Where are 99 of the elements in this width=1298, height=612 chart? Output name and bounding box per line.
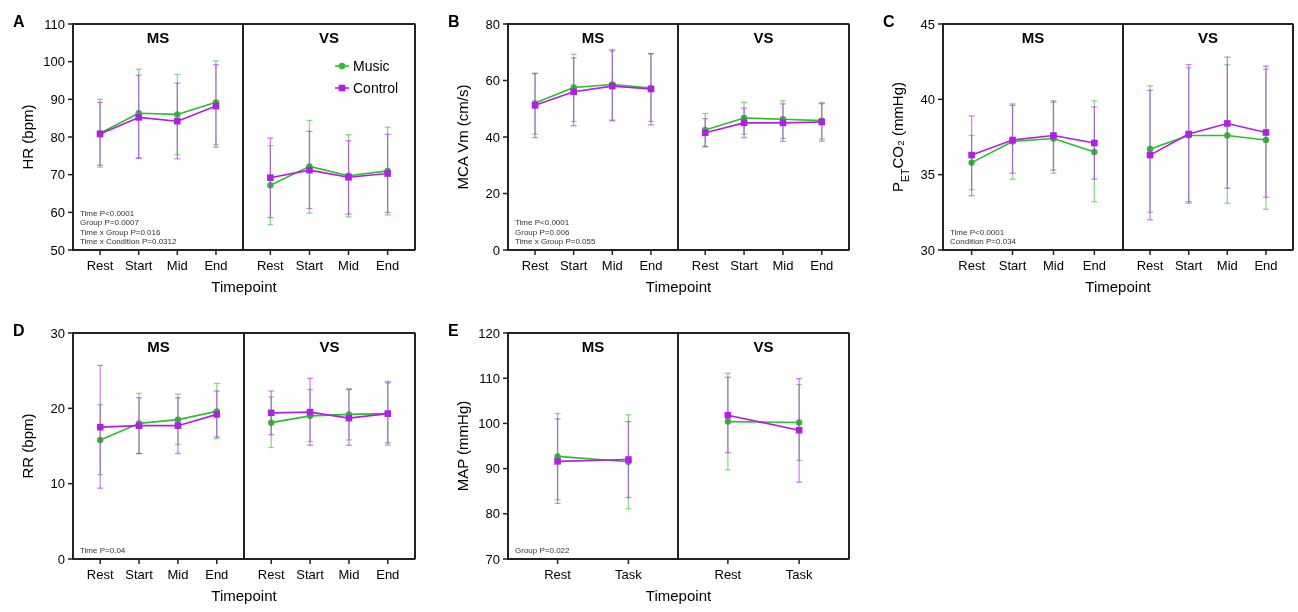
legend-label: Music xyxy=(353,57,390,74)
x-tick-label: Mid xyxy=(338,567,360,582)
x-tick-label: End xyxy=(810,258,834,273)
x-tick-label: Rest xyxy=(714,567,742,582)
x-tick-label: Mid xyxy=(1042,258,1064,273)
chart-title: MS xyxy=(147,338,170,355)
x-tick-label: Start xyxy=(296,567,325,582)
y-tick-label: 40 xyxy=(485,129,500,145)
x-tick-label: Rest xyxy=(521,258,549,273)
x-tick-label: Start xyxy=(998,258,1027,273)
x-tick-label: Rest xyxy=(1136,258,1164,273)
chart-title: MS xyxy=(581,338,605,355)
y-tick-label: 90 xyxy=(485,461,500,477)
x-tick-label: Task xyxy=(785,567,813,582)
y-tick-label: 80 xyxy=(485,506,500,522)
x-axis-title: Timepoint xyxy=(1085,278,1152,295)
annotation: Group P=0.0007 xyxy=(80,218,140,227)
y-tick-label: 20 xyxy=(485,186,500,202)
y-axis-title: HR (bpm) xyxy=(19,104,36,170)
annotation: Time P<0.0001 xyxy=(950,227,1005,237)
x-tick-label: Start xyxy=(559,258,588,273)
y-axis-title: MAP (mmHg) xyxy=(454,400,471,492)
x-tick-label: Rest xyxy=(958,258,986,273)
y-tick-label: 60 xyxy=(50,204,65,220)
y-tick-label: 70 xyxy=(485,551,500,567)
x-tick-label: Start xyxy=(124,258,153,273)
x-tick-label: Mid xyxy=(167,567,189,582)
y-tick-label: 30 xyxy=(920,242,935,258)
annotation: Group P=0.006 xyxy=(515,227,571,237)
x-tick-label: Start xyxy=(1174,258,1203,273)
x-tick-label: Mid xyxy=(166,258,188,273)
text: B xyxy=(448,13,460,30)
x-axis-title: Timepoint xyxy=(211,278,278,295)
text: E xyxy=(448,322,459,339)
y-tick-label: 10 xyxy=(50,476,65,492)
y-tick-label: 50 xyxy=(50,242,65,258)
chart-title: VS xyxy=(1197,29,1219,46)
annotation: Time P=0.04 xyxy=(80,546,126,555)
chart-title: VS xyxy=(753,338,774,355)
x-axis-title: Timepoint xyxy=(645,587,712,604)
y-tick-label: 80 xyxy=(50,129,65,145)
y-tick-label: 70 xyxy=(50,167,65,183)
chart-title: MS xyxy=(581,29,605,46)
chart-title: VS xyxy=(318,29,340,46)
y-tick-label: 110 xyxy=(44,16,65,32)
x-tick-label: Mid xyxy=(338,258,360,273)
x-tick-label: End xyxy=(1082,258,1106,273)
x-tick-label: Mid xyxy=(772,258,794,273)
y-axis-title: RR (bpm) xyxy=(19,413,36,479)
y-axis-title: MCA Vm (cm/s) xyxy=(454,84,471,190)
y-tick-label: 0 xyxy=(57,551,65,567)
x-tick-label: Start xyxy=(730,258,759,273)
y-tick-label: 100 xyxy=(478,415,500,431)
x-tick-label: Mid xyxy=(1216,258,1238,273)
x-axis-title: Timepoint xyxy=(211,587,278,604)
x-tick-label: Rest xyxy=(86,258,114,273)
x-tick-label: Rest xyxy=(257,567,285,582)
annotation: Condition P=0.034 xyxy=(950,237,1017,246)
annotation: Group P=0.022 xyxy=(515,546,571,555)
chart-title: MS xyxy=(146,29,170,46)
x-tick-label: End xyxy=(205,567,229,582)
x-tick-label: End xyxy=(376,567,400,582)
chart-title: VS xyxy=(319,338,340,355)
x-tick-label: Rest xyxy=(86,567,114,582)
text: A xyxy=(13,13,25,30)
x-axis-title: Timepoint xyxy=(645,278,712,295)
x-tick-label: Rest xyxy=(257,258,285,273)
chart-title: VS xyxy=(753,29,774,46)
y-tick-label: 120 xyxy=(478,325,500,341)
legend-label: Control xyxy=(353,79,399,96)
annotation: Time P<0.0001 xyxy=(515,218,570,227)
text: D xyxy=(13,322,25,339)
y-tick-label: 45 xyxy=(920,16,935,32)
y-tick-label: 90 xyxy=(50,91,65,107)
annotation: Time x Condition P=0.0312 xyxy=(80,237,177,246)
x-tick-label: Rest xyxy=(691,258,719,273)
x-tick-label: Start xyxy=(295,258,324,273)
y-tick-label: 60 xyxy=(485,73,500,89)
x-tick-label: Start xyxy=(125,567,154,582)
x-tick-label: Rest xyxy=(544,567,572,582)
x-tick-label: End xyxy=(1254,258,1278,273)
y-tick-label: 110 xyxy=(479,370,500,386)
y-tick-label: 80 xyxy=(485,16,500,32)
annotation: Time x Group P=0.055 xyxy=(515,237,596,246)
x-tick-label: Task xyxy=(615,567,643,582)
y-tick-label: 40 xyxy=(920,91,935,107)
annotation: Time P<0.0001 xyxy=(80,208,135,218)
x-tick-label: End xyxy=(376,258,400,273)
annotation: Time x Group P=0.016 xyxy=(80,227,161,237)
x-tick-label: Mid xyxy=(601,258,623,273)
y-tick-label: 20 xyxy=(50,400,65,416)
y-tick-label: 35 xyxy=(920,167,935,183)
chart-title: MS xyxy=(1021,29,1045,46)
y-tick-label: 0 xyxy=(492,242,500,258)
x-tick-label: End xyxy=(639,258,663,273)
y-tick-label: 100 xyxy=(43,54,65,70)
text: C xyxy=(883,13,895,30)
y-tick-label: 30 xyxy=(50,325,65,341)
x-tick-label: End xyxy=(204,258,228,273)
